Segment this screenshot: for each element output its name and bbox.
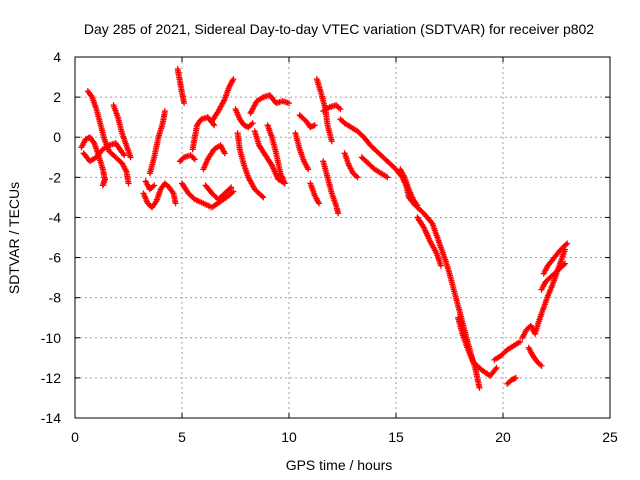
y-tick-label: -12 xyxy=(41,370,61,386)
x-tick-label: 25 xyxy=(602,429,618,445)
data-marker-track xyxy=(397,166,421,209)
data-marker-track xyxy=(538,260,569,293)
data-marker-track xyxy=(200,142,228,173)
y-tick-label: -6 xyxy=(49,250,62,266)
series-sat-track-7 xyxy=(142,178,158,193)
series-sat-track-3 xyxy=(80,140,128,165)
data-marker-track xyxy=(358,154,391,181)
series-sat-track-25 xyxy=(320,158,342,217)
series-sat-track-31 xyxy=(455,314,500,379)
series-sat-track-35 xyxy=(525,344,545,369)
series-sat-track-21 xyxy=(292,130,312,173)
data-marker-track xyxy=(296,112,318,131)
data-marker-track xyxy=(504,374,519,387)
series-sat-track-4 xyxy=(110,102,134,161)
data-marker-track xyxy=(320,102,344,115)
y-tick-label: -10 xyxy=(41,330,61,346)
series-sat-track-15 xyxy=(232,106,256,131)
data-marker-track xyxy=(232,106,256,131)
data-marker-track xyxy=(540,240,571,277)
series-sat-track-9 xyxy=(176,152,198,165)
data-marker-track xyxy=(176,152,198,165)
grid xyxy=(75,57,610,418)
series-sat-track-6 xyxy=(146,108,168,177)
axis-ticks: 0 5 10 15 20 25 -14 -12 -10 -8 -6 -4 -2 0 2 4 xyxy=(41,49,618,445)
series-sat-track-8 xyxy=(174,66,188,107)
x-axis-label: GPS time / hours xyxy=(286,457,393,473)
series-sat-track-12 xyxy=(200,142,228,173)
data-marker-track xyxy=(491,338,524,363)
x-tick-label: 20 xyxy=(495,429,511,445)
series-sat-track-16 xyxy=(234,130,267,201)
plot-frame xyxy=(74,56,611,419)
data-marker-track xyxy=(179,180,237,211)
x-tick-label: 10 xyxy=(281,429,297,445)
series-sat-track-17 xyxy=(247,92,292,117)
data-marker-track xyxy=(414,214,444,269)
series-sat-track-37 xyxy=(540,240,571,277)
data-marker-track xyxy=(247,92,292,117)
series-sat-track-27 xyxy=(341,150,361,181)
data-marker-track xyxy=(234,130,267,201)
data-marker-track xyxy=(110,102,134,161)
data-marker-track xyxy=(209,76,237,125)
y-axis-label: SDTVAR / TECUs xyxy=(6,182,22,294)
y-tick-label: 4 xyxy=(53,49,61,65)
data-marker-track xyxy=(320,158,342,217)
series-sat-track-28 xyxy=(358,154,391,181)
series-sat-track-5 xyxy=(140,180,179,211)
data-marker-track xyxy=(202,182,235,203)
y-tick-label: -14 xyxy=(41,410,61,426)
y-tick-label: 0 xyxy=(53,129,61,145)
data-points xyxy=(78,66,571,391)
data-marker-track xyxy=(80,140,128,165)
chart-title: Day 285 of 2021, Sidereal Day-to-day VTE… xyxy=(84,21,594,37)
series-sat-track-29 xyxy=(397,166,421,209)
data-marker-track xyxy=(519,246,569,341)
series-sat-track-23 xyxy=(307,180,322,207)
series-sat-track-10 xyxy=(179,180,237,211)
x-tick-label: 0 xyxy=(71,429,79,445)
data-marker-track xyxy=(264,122,288,187)
y-tick-label: -2 xyxy=(49,169,62,185)
series-sat-track-24 xyxy=(320,102,344,115)
data-marker-track xyxy=(174,66,188,107)
data-marker-track xyxy=(307,180,322,207)
y-tick-label: -4 xyxy=(49,209,62,225)
x-tick-label: 15 xyxy=(388,429,404,445)
series-sat-track-20 xyxy=(296,112,318,131)
data-marker-track xyxy=(140,180,179,211)
series-sat-track-30 xyxy=(414,214,444,269)
data-marker-track xyxy=(251,128,288,187)
x-tick-label: 5 xyxy=(178,429,186,445)
data-marker-track xyxy=(525,344,545,369)
series-sat-track-13 xyxy=(209,76,237,125)
series-sat-track-19 xyxy=(264,122,288,187)
data-marker-track xyxy=(292,130,312,173)
data-marker-track xyxy=(341,150,361,181)
series-sat-track-18 xyxy=(251,128,288,187)
series-sat-track-36 xyxy=(538,260,569,293)
series-sat-track-32 xyxy=(491,338,524,363)
series-sat-track-33 xyxy=(504,374,519,387)
y-tick-label: 2 xyxy=(53,89,61,105)
data-marker-track xyxy=(146,108,168,177)
y-tick-label: -8 xyxy=(49,290,62,306)
series-sat-track-14 xyxy=(202,182,235,203)
series-sat-track-34 xyxy=(519,246,569,341)
series-sat-track-1 xyxy=(78,134,108,189)
data-marker-track xyxy=(455,314,500,379)
data-marker-track xyxy=(142,178,158,193)
data-marker-track xyxy=(78,134,108,189)
